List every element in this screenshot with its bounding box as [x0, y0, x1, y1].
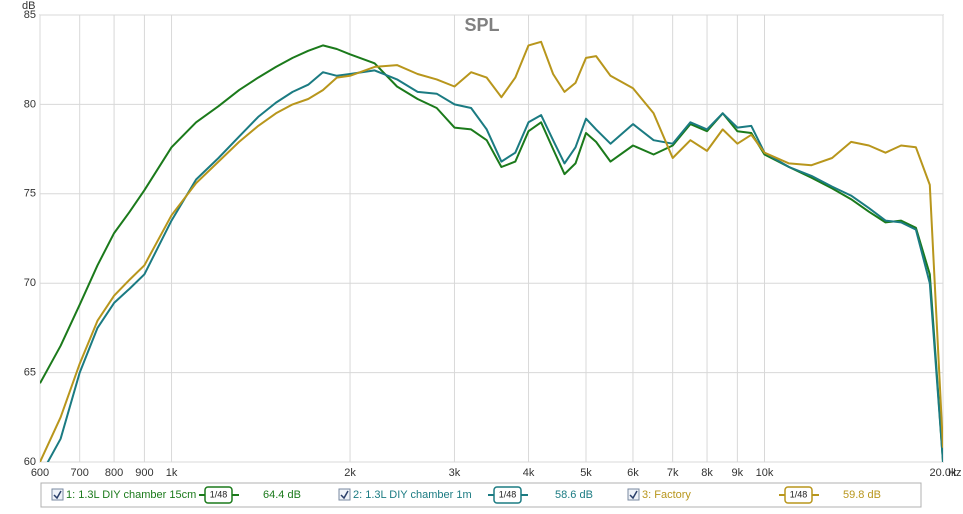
x-tick-label: 4k	[523, 467, 535, 479]
legend-smoothing-box	[493, 486, 522, 504]
legend-smoothing: 1/48	[210, 489, 228, 499]
legend-check	[53, 490, 62, 500]
legend-checkbox[interactable]	[51, 488, 64, 501]
x-tick-label: 7k	[667, 467, 679, 479]
y-tick-label: 70	[24, 277, 36, 289]
x-tick-label: 600	[31, 467, 49, 479]
x-tick-label: 20.0k	[930, 467, 957, 479]
y-tick-label: 75	[24, 188, 36, 200]
x-axis-label: Hz	[948, 467, 961, 479]
y-tick-label: 85	[24, 9, 36, 21]
legend-level: 59.8 dB	[843, 489, 881, 501]
x-tick-label: 6k	[627, 467, 639, 479]
legend-checkbox[interactable]	[627, 488, 640, 501]
x-tick-label: 1k	[166, 467, 178, 479]
legend-check	[629, 490, 638, 500]
labels: 60 65 70 75 80 85 600 700 800 900 1k 2k 3k 4k 5k 6k 7k 8k…	[24, 9, 957, 504]
legend-smoothing: 1/48	[499, 489, 517, 499]
x-tick-label: 10k	[756, 467, 774, 479]
y-tick-label: 60	[24, 456, 36, 468]
y-axis-label: dB	[22, 0, 35, 12]
legend-smoothing-box	[784, 486, 813, 504]
y-tick-label: 65	[24, 367, 36, 379]
x-tick-label: 2k	[344, 467, 356, 479]
x-tick-label: 700	[71, 467, 89, 479]
series-line	[46, 69, 943, 462]
legend-smoothing: 1/48	[790, 489, 808, 499]
legend-level: 64.4 dB	[263, 489, 301, 501]
x-tick-label: 800	[105, 467, 123, 479]
legend-checkbox[interactable]	[338, 488, 351, 501]
legend-smoothing-box	[204, 486, 233, 504]
legend-label: 1: 1.3L DIY chamber 15cm	[66, 489, 196, 501]
x-tick-label: 900	[135, 467, 153, 479]
legend-level: 58.6 dB	[555, 489, 593, 501]
legend-check	[340, 490, 349, 500]
y-tick-label: 80	[24, 98, 36, 110]
x-tick-label: 8k	[701, 467, 713, 479]
x-tick-label: 9k	[732, 467, 744, 479]
legend-entry: 2: 1.3L DIY chamber 1m 1/48 58.6 dB	[338, 486, 593, 504]
legend-box	[40, 482, 922, 508]
chart-title: SPL	[464, 15, 499, 35]
lines	[40, 40, 943, 462]
legend-label: 2: 1.3L DIY chamber 1m	[353, 489, 472, 501]
legend-entry: 1: 1.3L DIY chamber 15cm 1/48 64.4 dB	[51, 486, 301, 504]
series-line	[40, 40, 943, 462]
x-tick-label: 5k	[580, 467, 592, 479]
legend-label: 3: Factory	[642, 489, 691, 501]
plot-area	[39, 14, 944, 463]
legend-entry: 3: Factory 1/48 59.8 dB	[627, 486, 881, 504]
x-tick-label: 3k	[449, 467, 461, 479]
